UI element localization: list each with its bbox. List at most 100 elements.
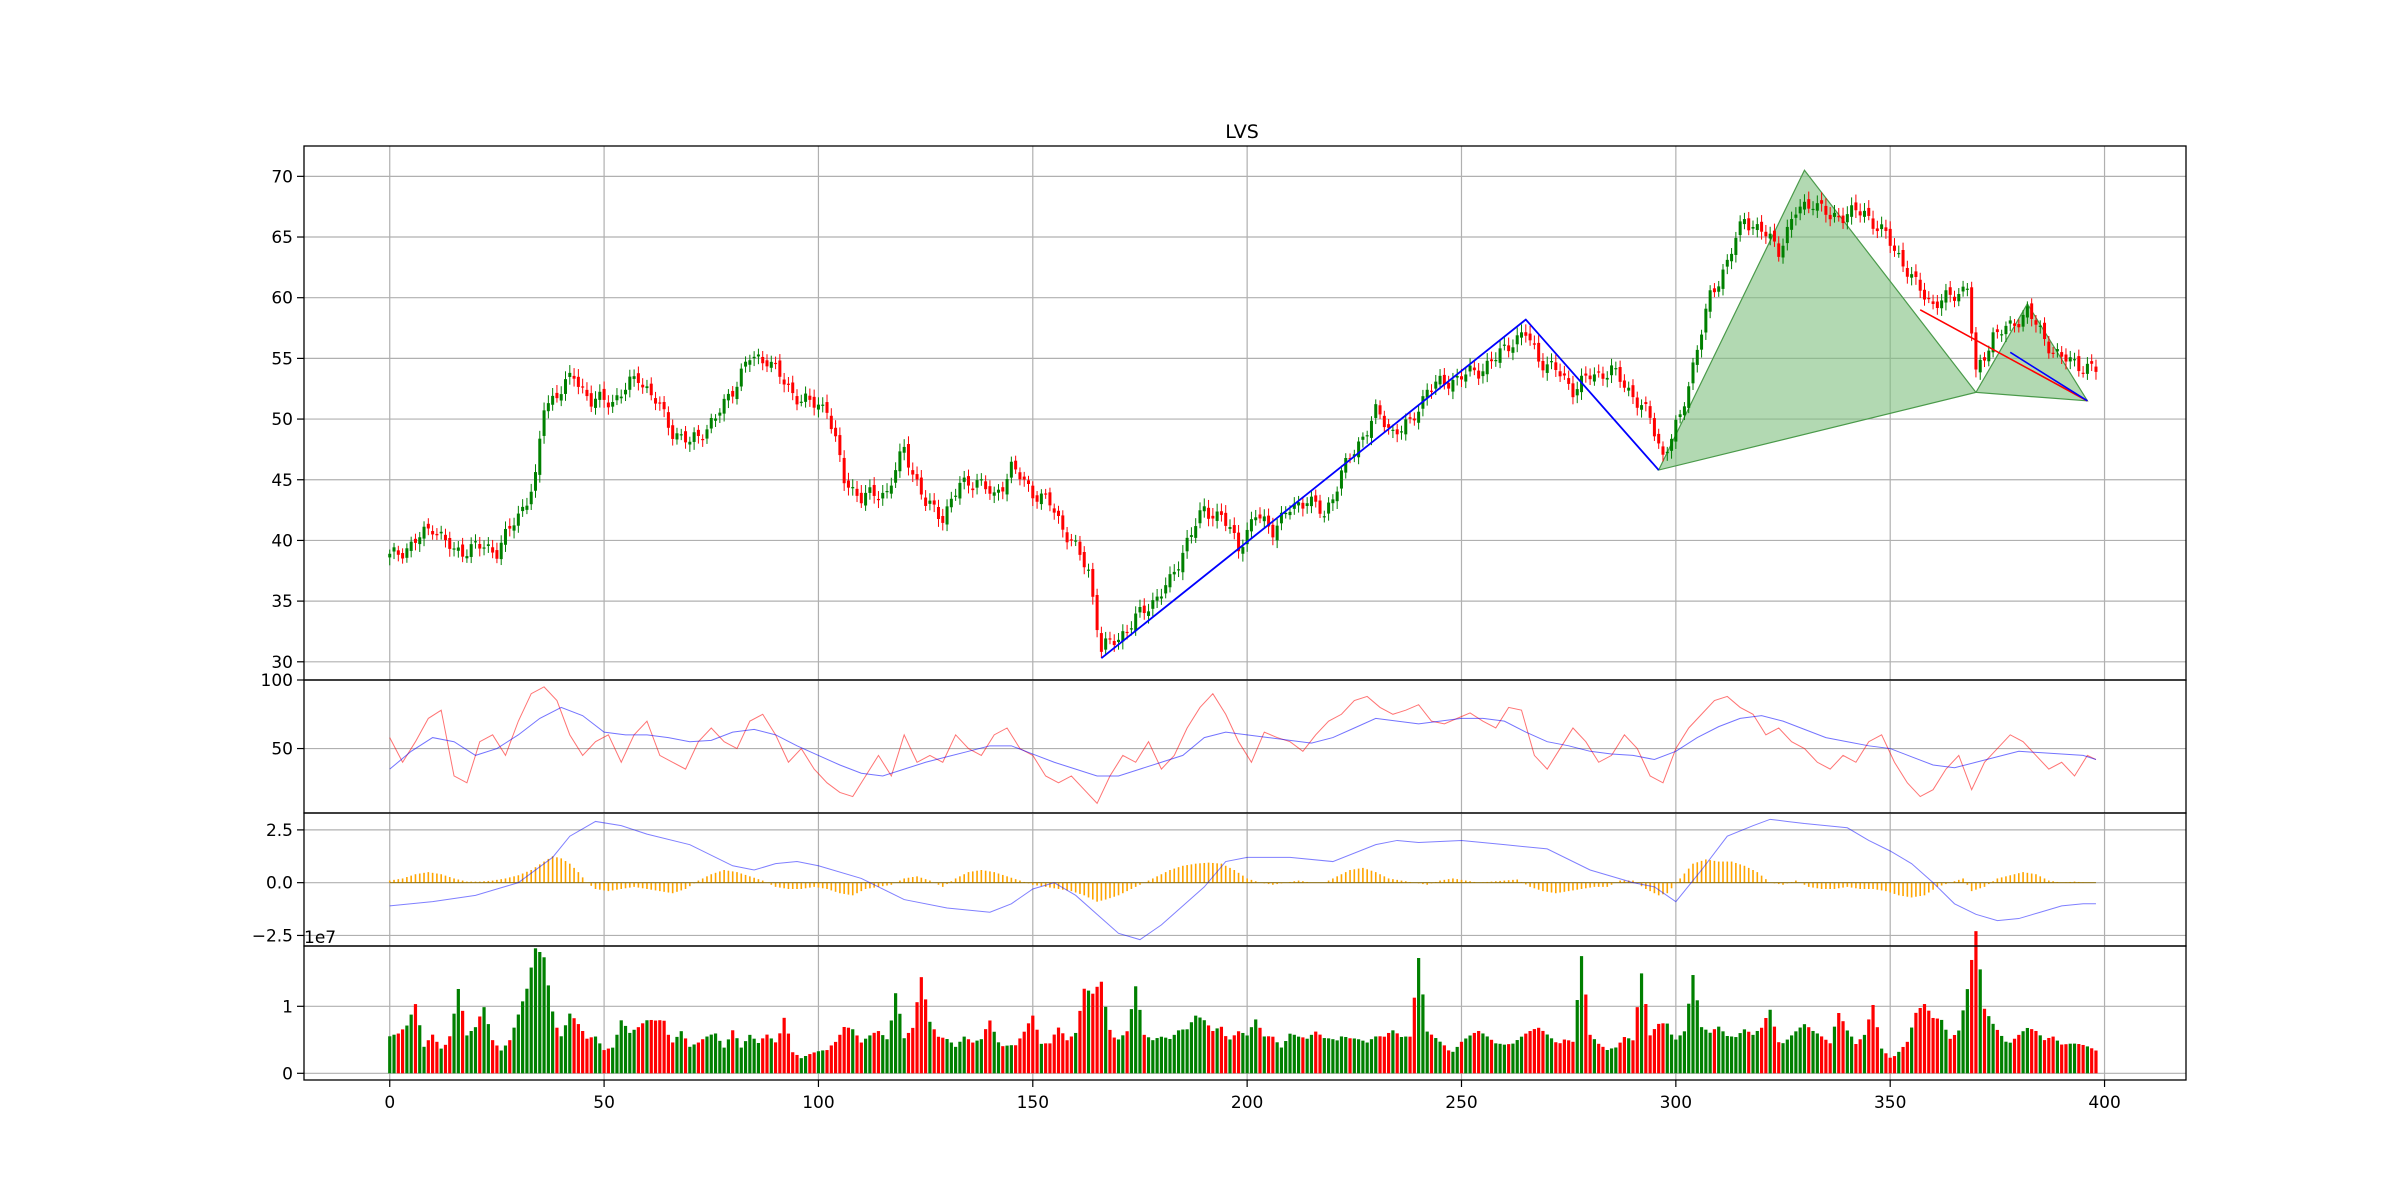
volume-bar <box>1129 1009 1133 1074</box>
candle-body <box>2081 372 2085 374</box>
candle-body <box>1455 375 1459 378</box>
candle-body <box>692 432 696 442</box>
volume-bar <box>452 1013 456 1074</box>
volume-bar <box>829 1045 833 1074</box>
x-tick-label: 250 <box>1445 1093 1477 1113</box>
trend-line <box>2009 351 2088 402</box>
candle-body <box>718 412 722 416</box>
candle-body <box>1129 628 1133 630</box>
volume-bar <box>1652 1029 1657 1074</box>
candle-body <box>1374 404 1378 418</box>
candle-body <box>1871 218 1875 229</box>
candle-body <box>546 403 550 412</box>
candle-body <box>1228 527 1232 529</box>
candle-body <box>392 547 396 552</box>
volume-bar <box>1738 1033 1742 1074</box>
candle-body <box>1725 259 1729 267</box>
candle-body <box>1957 293 1961 302</box>
candle-body <box>1211 515 1215 519</box>
volume-bar <box>589 1037 593 1074</box>
volume-bar <box>1717 1026 1721 1074</box>
candle-body <box>1665 451 1669 454</box>
candle-body <box>1862 210 1866 217</box>
macd-panel-frame <box>303 812 2187 947</box>
volume-bar <box>1648 1035 1652 1074</box>
candle-body <box>628 376 632 390</box>
candle-body <box>594 398 598 408</box>
volume-bar <box>2047 1037 2051 1074</box>
candle-body <box>1357 441 1361 458</box>
candle-body <box>748 360 752 365</box>
candle-body <box>469 544 473 557</box>
volume-bar <box>2072 1043 2077 1074</box>
volume-bar <box>1532 1029 1536 1074</box>
volume-bar <box>859 1042 863 1074</box>
candle-body <box>1189 535 1193 537</box>
candle-body <box>1897 252 1901 255</box>
candle-body <box>654 398 658 404</box>
volume-bar <box>491 1040 495 1074</box>
volume-bar <box>439 1048 443 1074</box>
volume-bar <box>1176 1030 1181 1074</box>
candle-body <box>928 500 932 504</box>
volume-bar <box>1669 1034 1674 1074</box>
candle-body <box>1498 348 1502 363</box>
volume-bar <box>1266 1036 1271 1074</box>
volume-bar <box>906 1032 911 1074</box>
volume-bar <box>842 1026 846 1074</box>
volume-bar <box>1172 1034 1176 1074</box>
volume-bar <box>1215 1028 1219 1074</box>
volume-bar <box>1189 1022 1194 1074</box>
candle-body <box>941 516 945 523</box>
volume-bar <box>1854 1044 1858 1074</box>
candle-body <box>611 402 615 407</box>
candle-body <box>791 382 795 394</box>
candle-body <box>756 354 760 357</box>
candle-body <box>1022 476 1026 480</box>
candle-body <box>1635 397 1639 408</box>
volume-bar <box>1502 1044 1506 1074</box>
candle-body <box>1108 638 1112 640</box>
volume-bar <box>1922 1004 1927 1074</box>
volume-bar <box>1511 1043 1515 1074</box>
candle-body <box>1464 374 1468 382</box>
candle-body <box>1078 541 1082 555</box>
volume-bar <box>1995 1029 1999 1074</box>
oscillator-line <box>389 706 2097 777</box>
volume-bar <box>2077 1044 2081 1074</box>
volume-bar <box>585 1038 589 1074</box>
volume-bar <box>756 1042 761 1074</box>
candle-body <box>1781 245 1785 258</box>
volume-bar <box>743 1041 748 1074</box>
candle-body <box>1378 405 1382 415</box>
candle-body <box>924 497 928 506</box>
candle-body <box>1991 332 1995 353</box>
volume-bar <box>1884 1053 1888 1074</box>
volume-bar <box>1751 1034 1755 1074</box>
volume-bar <box>1009 1045 1013 1074</box>
candle-body <box>1794 214 1798 218</box>
candle-body <box>954 495 958 497</box>
volume-bar <box>675 1036 679 1074</box>
candle-body <box>615 395 619 401</box>
candle-body <box>1845 214 1849 223</box>
candle-body <box>842 457 846 484</box>
volume-bar <box>868 1035 872 1074</box>
volume-bar <box>1056 1027 1061 1074</box>
volume-bar <box>1301 1037 1305 1074</box>
volume-bar <box>1888 1057 1892 1074</box>
volume-bar <box>1807 1027 1811 1074</box>
volume-bar <box>1194 1015 1198 1074</box>
volume-bar <box>581 1031 585 1074</box>
candle-body <box>855 488 859 496</box>
candle-body <box>1309 496 1313 507</box>
volume-bar <box>2025 1027 2029 1074</box>
candle-body <box>1451 380 1455 392</box>
volume-bar <box>1549 1038 1554 1074</box>
volume-bar <box>1005 1045 1009 1074</box>
volume-bar <box>568 1013 572 1074</box>
volume-bar <box>1464 1038 1468 1074</box>
candle-body <box>2004 325 2008 335</box>
volume-bar <box>623 1025 628 1074</box>
volume-bar <box>1335 1040 1339 1074</box>
